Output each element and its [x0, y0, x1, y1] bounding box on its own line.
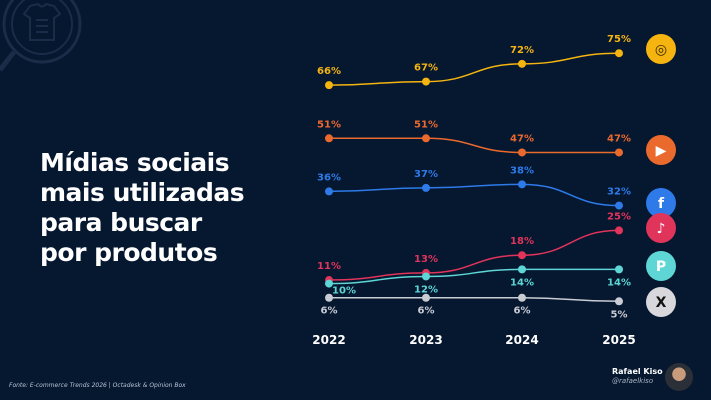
data-point: [518, 180, 526, 189]
series-line-pinterest: [328, 268, 619, 285]
data-label: 14%: [510, 277, 534, 288]
x-tick-label: 2023: [409, 333, 442, 347]
title-line: mais utilizadas: [40, 178, 245, 207]
data-label: 72%: [510, 45, 534, 56]
data-label: 66%: [317, 66, 341, 77]
data-point: [325, 81, 333, 90]
series-line-tiktok: [328, 229, 620, 281]
data-point: [325, 279, 333, 288]
data-label: 36%: [317, 172, 341, 183]
data-label: 51%: [414, 119, 438, 130]
data-label: 38%: [510, 165, 534, 176]
facebook-icon-glyph: f: [658, 196, 665, 212]
data-point: [615, 265, 623, 274]
data-label: 47%: [510, 133, 534, 144]
x-tick-label: 2024: [505, 333, 538, 347]
data-point: [615, 49, 623, 58]
data-label: 32%: [607, 187, 631, 198]
data-label: 18%: [510, 236, 534, 247]
author-handle: @rafaelkiso: [612, 377, 654, 385]
title-line: Mídias sociais: [40, 148, 230, 177]
data-point: [325, 293, 333, 302]
data-point: [615, 148, 623, 157]
data-label: 75%: [607, 34, 631, 45]
data-point: [325, 187, 333, 196]
data-label: 10%: [332, 286, 356, 297]
data-label: 37%: [414, 169, 438, 180]
author-name: Rafael Kiso: [612, 367, 663, 376]
data-point: [615, 297, 623, 306]
series-line-instagram: [328, 52, 620, 86]
data-point: [422, 293, 430, 302]
data-label: 12%: [414, 284, 438, 295]
data-point: [518, 293, 526, 302]
series-line-x: [329, 296, 620, 303]
data-point: [615, 226, 623, 235]
data-label: 67%: [414, 63, 438, 74]
data-label: 51%: [317, 119, 341, 130]
data-point: [518, 148, 526, 157]
title-line: por produtos: [40, 238, 218, 267]
data-label: 5%: [611, 309, 628, 320]
page-title: Mídias sociais mais utilizadas para busc…: [40, 148, 245, 268]
data-label: 6%: [418, 306, 435, 317]
data-label: 6%: [321, 306, 338, 317]
data-label: 11%: [317, 261, 341, 272]
data-point: [325, 134, 333, 143]
data-point: [518, 59, 526, 68]
data-point: [518, 265, 526, 274]
avatar: [665, 363, 693, 391]
x-icon-glyph: X: [656, 295, 667, 311]
data-point: [422, 272, 430, 281]
data-label: 47%: [607, 133, 631, 144]
data-label: 6%: [514, 306, 531, 317]
facebook-icon: [646, 188, 676, 218]
tiktok-icon-glyph: ♪: [657, 221, 666, 237]
youtube-icon-glyph: ▶: [656, 143, 667, 159]
data-point: [422, 77, 430, 86]
data-point: [615, 201, 623, 210]
data-point: [422, 134, 430, 143]
data-label: 14%: [607, 277, 631, 288]
data-point: [518, 251, 526, 260]
pinterest-icon-glyph: P: [656, 259, 666, 275]
instagram-icon: [646, 34, 676, 64]
data-label: 13%: [414, 254, 438, 265]
pinterest-icon: [646, 251, 676, 281]
x-icon: [646, 287, 676, 317]
data-label: 25%: [607, 211, 631, 222]
x-tick-label: 2022: [312, 333, 345, 347]
series-line-facebook: [328, 183, 620, 207]
magnifier-shirt-icon: [0, 0, 82, 72]
series-line-youtube: [329, 137, 619, 154]
instagram-icon-glyph: ◎: [655, 42, 667, 58]
tiktok-icon: [646, 213, 676, 243]
source-note: Fonte: E-commerce Trends 2026 | Octadesk…: [9, 382, 186, 389]
x-tick-label: 2025: [602, 333, 635, 347]
title-line: para buscar: [40, 208, 202, 237]
data-point: [422, 183, 430, 192]
youtube-icon: [646, 135, 676, 165]
